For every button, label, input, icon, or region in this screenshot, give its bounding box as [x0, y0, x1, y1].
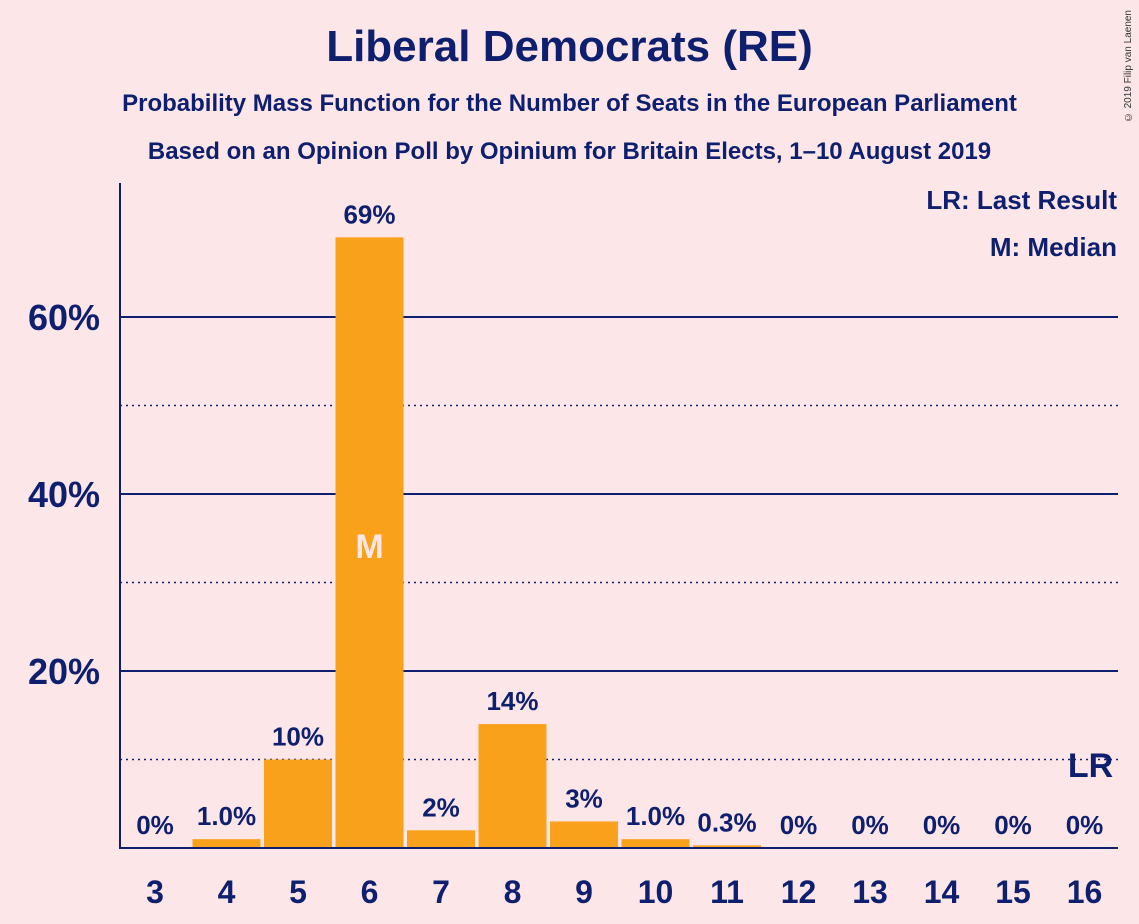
bar-11	[693, 845, 761, 848]
legend-median: M: Median	[989, 232, 1117, 262]
bar-value-label: 0.3%	[697, 807, 756, 837]
bar-10	[621, 839, 690, 848]
x-tick-label: 16	[1067, 874, 1103, 910]
bar-value-label: 0%	[994, 810, 1032, 840]
x-tick-label: 12	[781, 874, 817, 910]
legend-last-result: LR: Last Result	[926, 185, 1117, 215]
x-tick-label: 8	[504, 874, 522, 910]
x-tick-label: 7	[432, 874, 450, 910]
bar-value-label: 0%	[923, 810, 961, 840]
x-tick-label: 10	[638, 874, 674, 910]
x-tick-label: 11	[710, 874, 744, 910]
x-tick-label: 4	[218, 874, 236, 910]
last-result-marker: LR	[1068, 747, 1113, 785]
x-tick-label: 6	[361, 874, 379, 910]
bar-4	[192, 839, 261, 848]
bar-value-label: 1.0%	[626, 801, 685, 831]
x-tick-label: 5	[289, 874, 307, 910]
bar-value-label: 14%	[486, 686, 538, 716]
bar-value-label: 2%	[422, 792, 460, 822]
bar-value-label: 69%	[343, 199, 395, 229]
bar-value-label: 10%	[272, 722, 324, 752]
x-tick-label: 15	[995, 874, 1031, 910]
bar-value-label: 0%	[851, 810, 889, 840]
x-tick-label: 3	[146, 874, 164, 910]
bar-value-label: 0%	[1066, 810, 1104, 840]
chart-subtitle: Probability Mass Function for the Number…	[122, 90, 1017, 117]
bar-value-label: 1.0%	[197, 801, 256, 831]
bar-value-label: 0%	[780, 810, 818, 840]
bar-5	[264, 759, 332, 848]
y-tick-label: 40%	[28, 474, 100, 515]
bar-9	[550, 821, 618, 848]
bar-7	[407, 830, 475, 848]
y-tick-label: 60%	[28, 297, 100, 338]
x-tick-label: 9	[575, 874, 593, 910]
x-tick-label: 13	[852, 874, 888, 910]
bar-value-label: 3%	[565, 783, 603, 813]
y-tick-label: 20%	[28, 651, 100, 692]
bar-6	[335, 237, 404, 849]
chart-title: Liberal Democrats (RE)	[326, 22, 813, 71]
median-marker: M	[355, 528, 383, 566]
bar-8	[478, 724, 547, 848]
chart-subtitle-source: Based on an Opinion Poll by Opinium for …	[147, 138, 992, 165]
x-tick-label: 14	[924, 874, 960, 910]
bar-value-label: 0%	[136, 810, 174, 840]
